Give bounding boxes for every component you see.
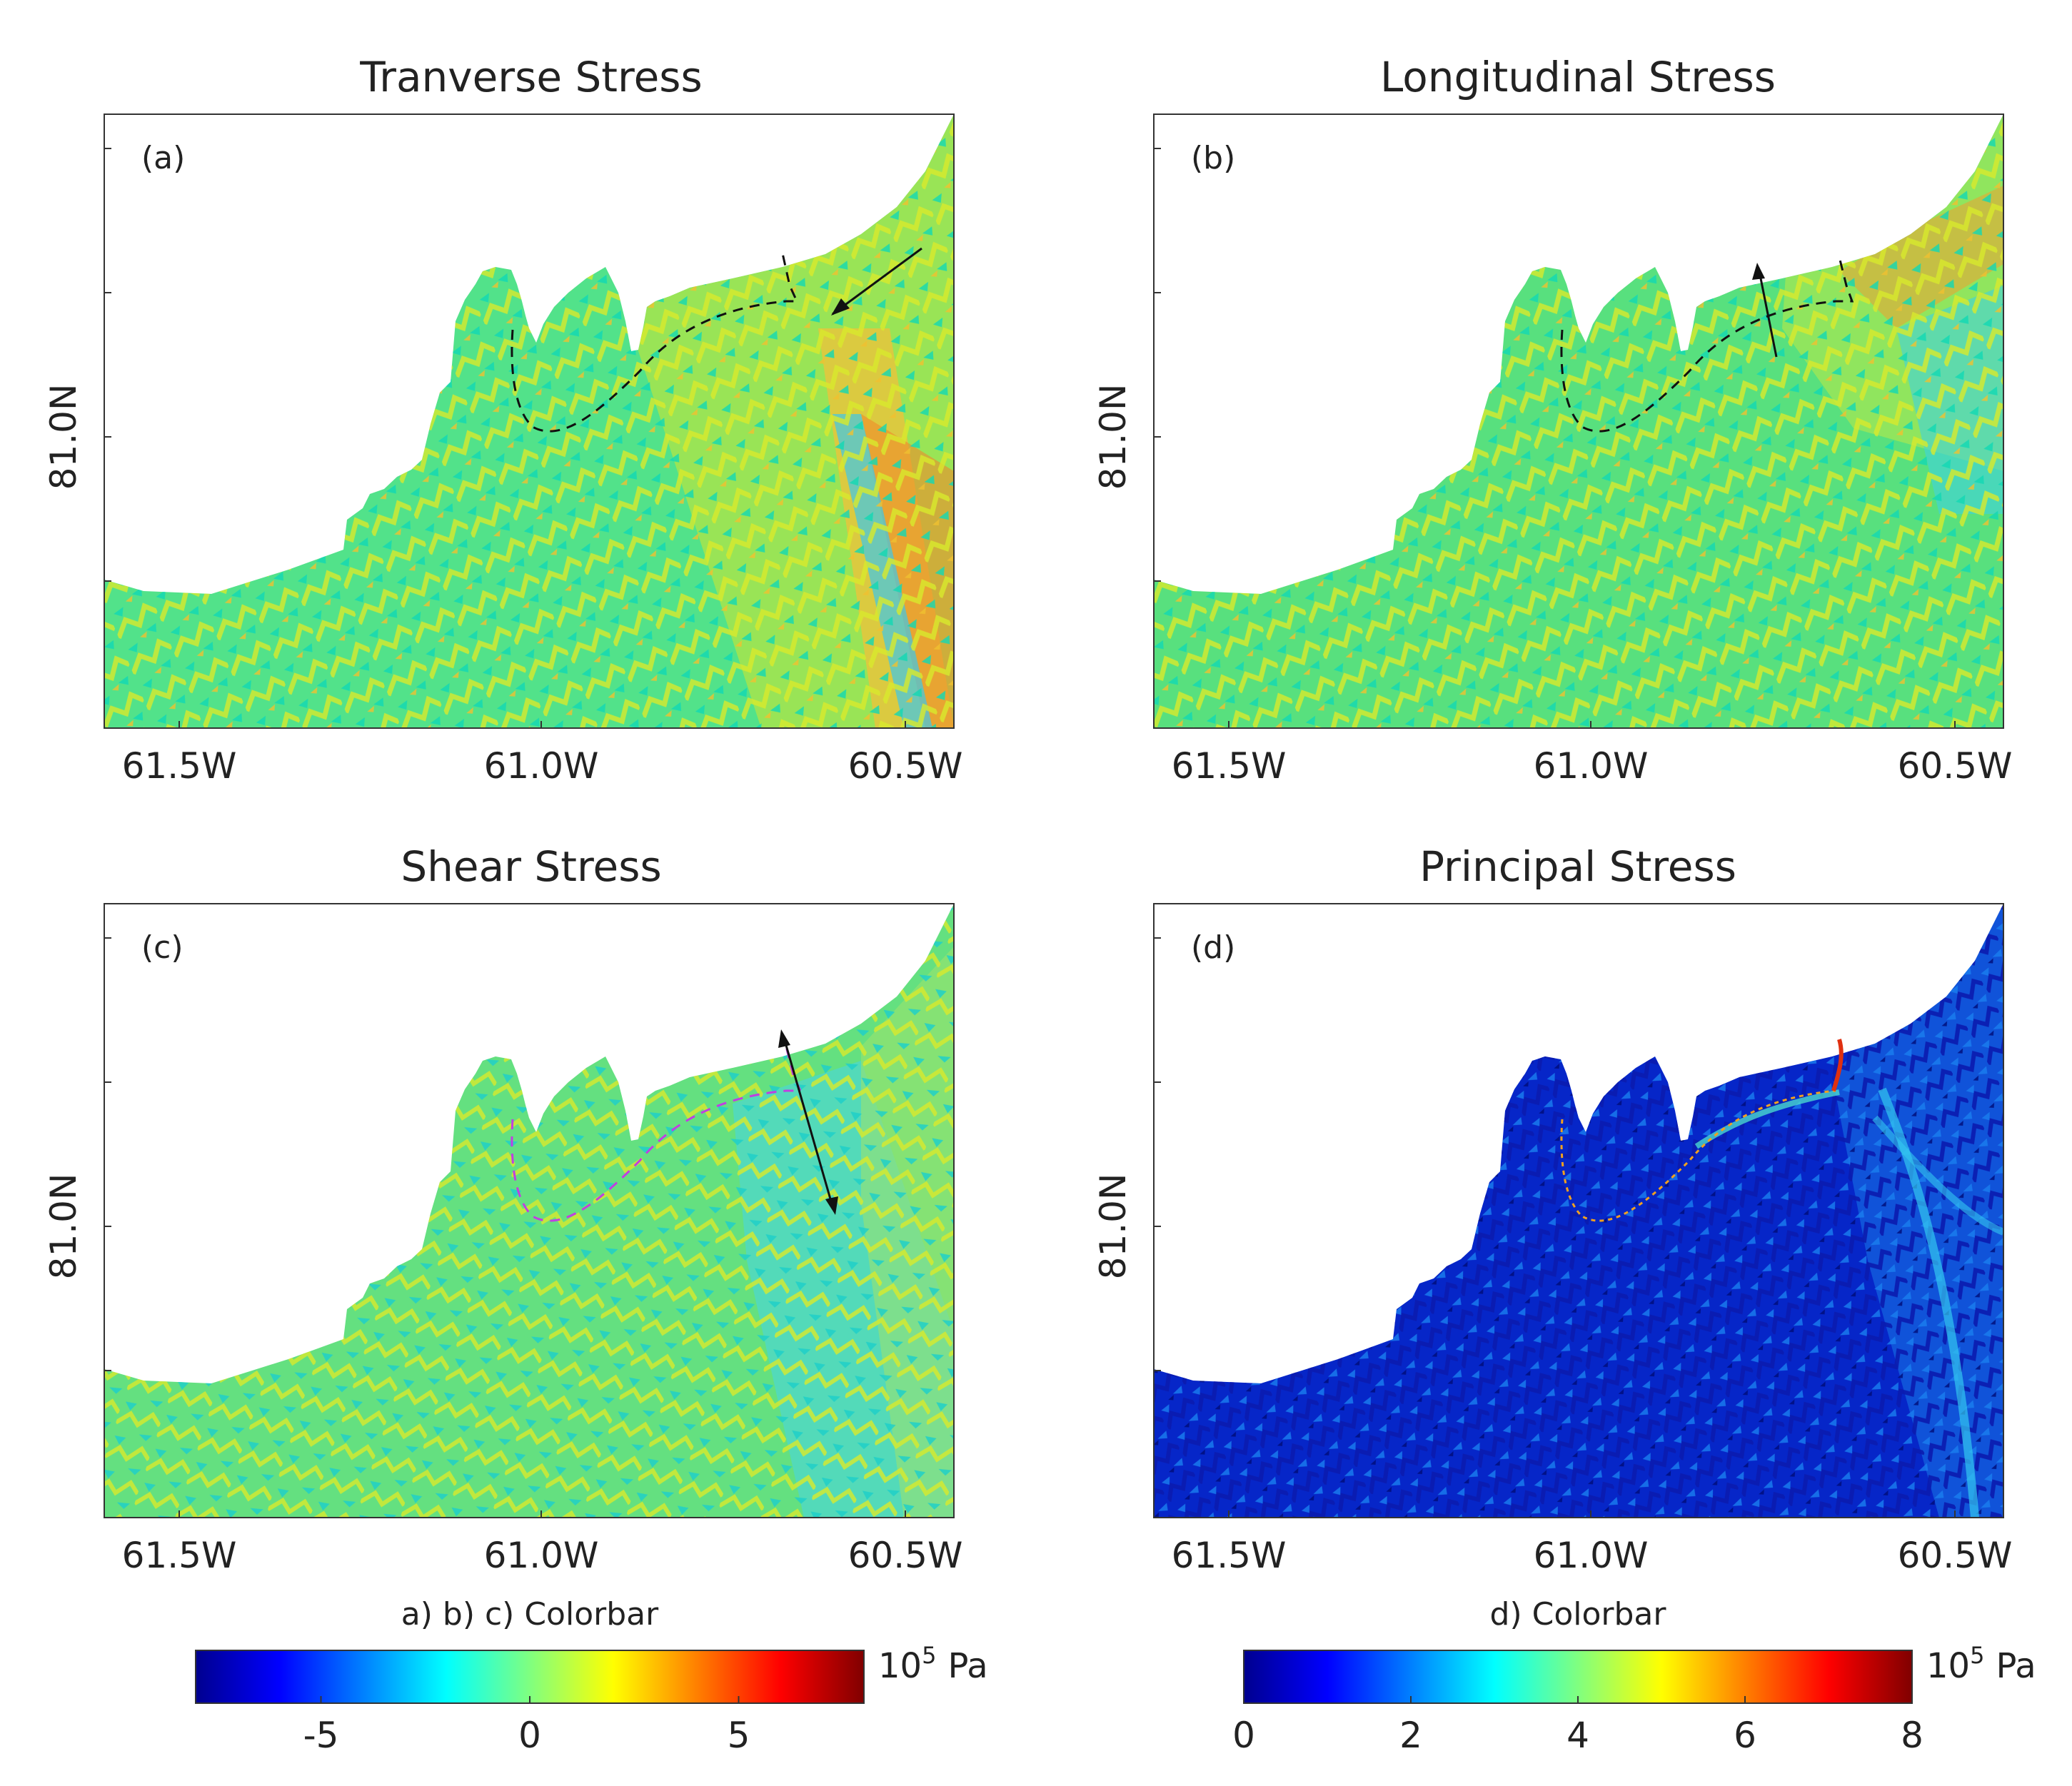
panel-d: Principal Stress (d) 61.5W 61.0W [1092, 842, 2012, 1576]
panel-title: Shear Stress [401, 842, 661, 891]
x-tick-label: 60.5W [848, 1535, 963, 1576]
stress-field [104, 114, 954, 728]
x-tick-label: 61.0W [1534, 1535, 1649, 1576]
x-tick-label: 60.5W [1898, 1535, 2013, 1576]
stress-field [1154, 904, 2003, 1518]
y-tick-label: 81.0N [43, 384, 84, 490]
arrow [1757, 267, 1778, 358]
flow-line [511, 1046, 803, 1222]
panel-c: Shear Stress (c) 61.5W 61.0W 60.5W [43, 842, 962, 1576]
stress-field [104, 904, 954, 1518]
double-arrow [783, 1037, 834, 1207]
colorbar-gradient [195, 1650, 865, 1704]
colorbar-tick-label: 5 [728, 1715, 750, 1756]
map-area: (c) 61.5W 61.0W 60.5W 81.0N [43, 903, 963, 1576]
arrow-head [778, 1029, 790, 1048]
colorbar-tick-label: 2 [1399, 1715, 1422, 1756]
colorbar-ticks: -5 0 5 [303, 1696, 750, 1756]
y-tick-label: 81.0N [1092, 384, 1134, 490]
arrow [832, 247, 922, 316]
x-tick-label: 61.0W [484, 1535, 599, 1576]
y-tick-label: 81.0N [1092, 1174, 1134, 1280]
flow-line [1560, 256, 1854, 433]
x-tick-label: 60.5W [848, 745, 963, 787]
colorbar-tick-label: -5 [303, 1715, 339, 1756]
unit-base: 10 [878, 1646, 922, 1686]
map-area: (d) 61.5W 61.0W 60.5W 81.0N [1092, 903, 2013, 1576]
panel-b: Longitudinal Stress (b) 61.5W 61.0W [1092, 53, 2012, 787]
flow-line [1560, 1089, 1836, 1222]
colorbar-tick-label: 0 [1232, 1715, 1255, 1756]
x-tick-label: 60.5W [1898, 745, 2013, 787]
panel-label: (d) [1191, 929, 1235, 966]
unit-exponent: 5 [922, 1642, 936, 1669]
y-tick-label: 81.0N [43, 1174, 84, 1280]
colorbar-title: a) b) c) Colorbar [401, 1596, 659, 1633]
map-area: (a) 61.5W 61.0W 60.5W 81.0N [43, 113, 963, 787]
colorbar-ticks: 0 2 4 6 8 [1232, 1696, 1923, 1756]
panel-a: Tranverse Stress (a) 61.5W 61.0W [43, 53, 962, 787]
stress-field [1154, 114, 2003, 728]
panel-title: Tranverse Stress [359, 53, 703, 101]
panel-label: (a) [141, 140, 185, 176]
flow-line [1831, 1039, 1844, 1091]
panel-label: (b) [1191, 140, 1235, 176]
map-area: (b) 61.5W 61.0W 60.5W 81.0N [1092, 113, 2013, 787]
panel-title: Longitudinal Stress [1380, 53, 1776, 101]
colorbar-tick-label: 6 [1734, 1715, 1756, 1756]
colorbar-unit: 105 Pa [1926, 1642, 2036, 1686]
flow-line [511, 253, 799, 433]
arrow-head [825, 1196, 838, 1215]
colorbar-gradient [1243, 1650, 1913, 1704]
x-tick-label: 61.5W [1172, 745, 1287, 787]
colorbar-unit: 105 Pa [878, 1642, 988, 1686]
colorbar-tick-label: 4 [1566, 1715, 1589, 1756]
x-tick-label: 61.0W [1534, 745, 1649, 787]
colorbar-title: d) Colorbar [1490, 1596, 1667, 1633]
unit-name: Pa [947, 1646, 987, 1686]
panel-label: (c) [141, 929, 183, 966]
arrow-head [1752, 263, 1765, 280]
unit-base: 10 [1926, 1646, 1970, 1686]
unit-exponent: 5 [1970, 1642, 1984, 1669]
x-tick-label: 61.5W [122, 1535, 237, 1576]
x-tick-label: 61.5W [1172, 1535, 1287, 1576]
x-tick-label: 61.5W [122, 745, 237, 787]
arrow-head [831, 298, 850, 316]
colorbar-tick-label: 0 [518, 1715, 541, 1756]
colorbar-d: d) Colorbar 105 Pa 0 2 4 6 8 [1232, 1596, 2036, 1756]
unit-name: Pa [1996, 1646, 2036, 1686]
panel-title: Principal Stress [1419, 842, 1736, 891]
colorbar-tick-label: 8 [1901, 1715, 1923, 1756]
x-tick-label: 61.0W [484, 745, 599, 787]
colorbar-abc: a) b) c) Colorbar 105 Pa -5 0 5 [195, 1596, 988, 1756]
